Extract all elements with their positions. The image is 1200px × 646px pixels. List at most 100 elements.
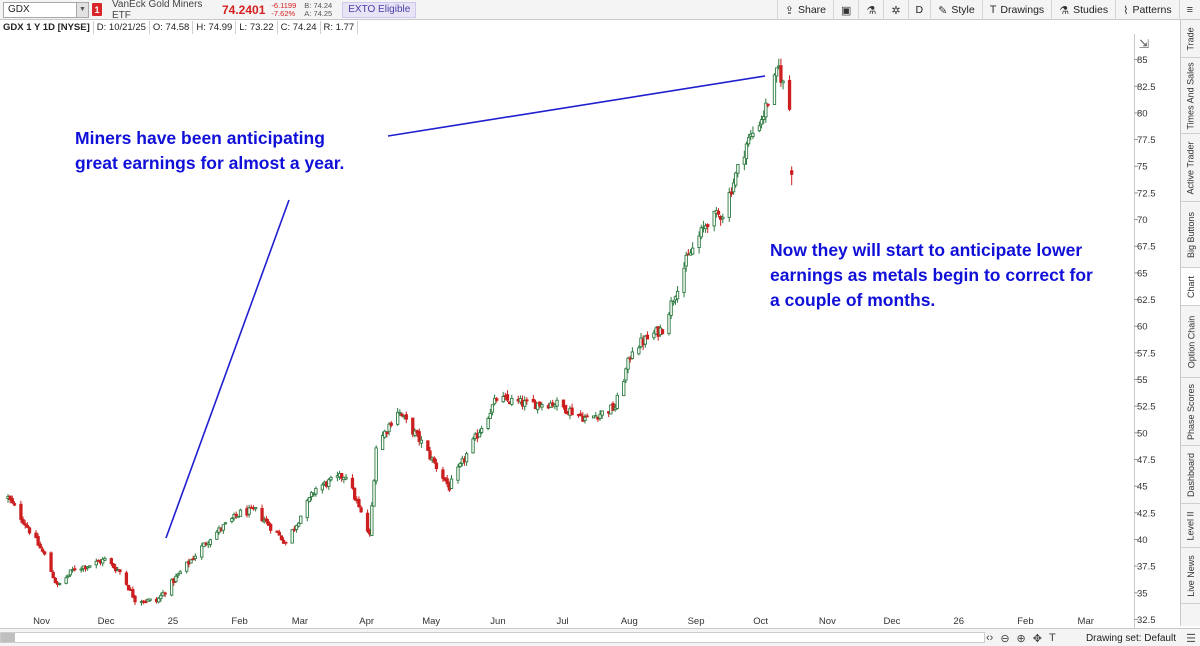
price-tick-label: 72.5 <box>1137 188 1156 199</box>
aggregation-button[interactable]: D <box>907 0 931 20</box>
candle-body <box>34 532 38 538</box>
tab-chart[interactable]: Chart <box>1181 268 1200 306</box>
price-tick-label: 47.5 <box>1137 455 1156 466</box>
tab-level-ii[interactable]: Level II <box>1181 504 1200 548</box>
tab-live-news[interactable]: Live News <box>1181 548 1200 604</box>
bar-close: C: 74.24 <box>278 20 321 34</box>
tab-active-trader[interactable]: Active Trader <box>1181 134 1200 202</box>
candle-body <box>266 521 271 526</box>
time-tick-label: May <box>422 616 440 627</box>
candle-body <box>781 80 785 84</box>
plot-area[interactable] <box>0 34 1134 628</box>
symbol-dropdown-icon[interactable]: ▼ <box>76 2 88 17</box>
candle-body <box>133 595 137 603</box>
style-button[interactable]: ✎ Style <box>930 0 982 20</box>
snapshot-button[interactable]: ▣ <box>833 0 858 20</box>
candle-body <box>269 523 273 531</box>
scrollbar-thumb[interactable] <box>1 633 15 642</box>
candle-body <box>374 447 378 482</box>
candle-body <box>742 156 746 165</box>
candle-body <box>79 568 83 571</box>
candle-body <box>417 431 421 442</box>
candle-body <box>583 416 587 421</box>
candle-body <box>383 430 387 438</box>
candle-body <box>387 423 391 432</box>
tab-dashboard[interactable]: Dashboard <box>1181 446 1200 504</box>
candle-body <box>594 415 598 418</box>
share-button[interactable]: ⇪ Share <box>776 0 833 20</box>
price-chart[interactable]: ⇲ 85 82.5 80 77.5 75 72.5 70 67.5 65 62.5 60 57.5 55… <box>0 34 1180 628</box>
candle-body <box>126 584 131 591</box>
text-tool-icon[interactable]: T <box>1048 632 1056 644</box>
last-price: 74.2401 <box>222 2 266 17</box>
patterns-button[interactable]: ⌇ Patterns <box>1115 0 1178 20</box>
candle-body <box>531 398 535 403</box>
tab-live-news-label: Live News <box>1186 554 1197 597</box>
candle-body <box>185 561 189 572</box>
drawing-set-selector[interactable]: Drawing set: Default <box>1085 632 1176 644</box>
time-axis[interactable]: Nov Dec 25 Feb Mar Apr May Jun Jul Aug Sep Oct Nov De… <box>33 616 1094 627</box>
menu-button[interactable]: ≡ <box>1178 0 1200 20</box>
exto-eligible-badge[interactable]: EXTO Eligible <box>342 1 417 18</box>
trendline-upper[interactable] <box>387 75 766 137</box>
candle-body <box>223 522 228 525</box>
candle-body <box>538 401 542 407</box>
candle-body <box>600 410 604 416</box>
tab-phase-scores[interactable]: Phase Scores <box>1181 378 1200 446</box>
candle-body <box>51 572 55 579</box>
flask-button[interactable]: ⚗ <box>858 0 883 20</box>
patterns-label: Patterns <box>1132 4 1172 16</box>
candle-body <box>68 569 73 576</box>
candle-body <box>652 332 656 339</box>
trendline-lower[interactable] <box>165 199 290 539</box>
price-tick-label: 77.5 <box>1137 135 1156 146</box>
zoom-out-icon[interactable]: ⊖ <box>1000 632 1010 645</box>
pan-icon[interactable]: ✥ <box>1032 632 1042 645</box>
candle-body <box>365 512 370 532</box>
candle-body <box>221 524 225 531</box>
axis-collapse-icon[interactable]: ⇲ <box>1139 37 1149 51</box>
symbol-input[interactable]: GDX ▼ <box>3 1 89 18</box>
candle-body <box>540 404 544 408</box>
price-tick-label: 35 <box>1137 588 1148 599</box>
settings-button[interactable]: ✲ <box>883 0 907 20</box>
candle-body <box>486 418 490 429</box>
tab-big-buttons[interactable]: Big Buttons <box>1181 202 1200 268</box>
candle-body <box>505 394 510 401</box>
candle-body <box>159 595 163 600</box>
candle-body <box>744 143 749 160</box>
candle-body <box>299 515 303 524</box>
time-tick-label: Mar <box>1078 616 1094 627</box>
tab-option-chain[interactable]: Option Chain <box>1181 306 1200 378</box>
time-tick-label: Nov <box>33 616 50 627</box>
candle-body <box>350 477 355 489</box>
time-tick-label: 26 <box>953 616 964 627</box>
panel-layout-icon[interactable]: ☰ <box>1186 633 1196 645</box>
candle-body <box>637 347 641 355</box>
candle-body <box>759 119 764 125</box>
tab-times-and-sales[interactable]: Times And Sales <box>1181 58 1200 134</box>
candle-body <box>53 577 58 584</box>
candle-body <box>488 412 492 419</box>
studies-button[interactable]: ⚗ Studies <box>1051 0 1115 20</box>
tab-trade[interactable]: Trade <box>1181 20 1200 58</box>
price-axis[interactable]: 85 82.5 80 77.5 75 72.5 70 67.5 65 62.5 60 57.5 55 52… <box>1134 55 1156 626</box>
drawings-button[interactable]: T Drawings <box>981 0 1052 20</box>
candle-body <box>404 414 408 420</box>
candle-body <box>495 398 499 401</box>
price-tick-label: 40 <box>1137 535 1148 546</box>
candle-body <box>10 498 14 504</box>
time-scrollbar[interactable] <box>0 632 985 643</box>
tab-trade-label: Trade <box>1186 26 1196 51</box>
candle-body <box>27 527 32 534</box>
candle-body <box>555 399 559 407</box>
annotation-left[interactable]: Miners have been anticipating great earn… <box>75 126 344 176</box>
tab-dashboard-label: Dashboard <box>1186 452 1196 497</box>
scroll-arrows-icon[interactable]: ‹› <box>986 632 994 644</box>
alert-badge[interactable]: 1 <box>92 3 102 16</box>
annotation-right[interactable]: Now they will start to anticipate lower … <box>770 238 1093 313</box>
zoom-in-icon[interactable]: ⊕ <box>1016 632 1026 645</box>
candle-body <box>624 368 628 381</box>
candle-body <box>396 411 400 425</box>
candle-body <box>772 74 777 105</box>
